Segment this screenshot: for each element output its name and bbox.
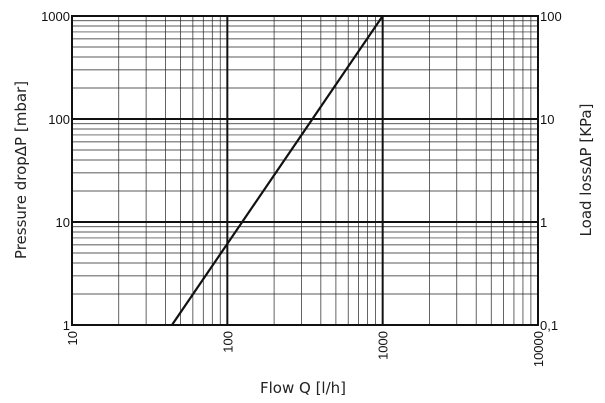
- x-tick-label: 1000: [376, 331, 391, 360]
- y-tick-labels: 1 10 100 1000: [41, 9, 70, 333]
- x-tick-label: 100: [220, 331, 235, 353]
- y-tick-label: 1000: [41, 9, 70, 24]
- y2-tick-label: 10: [540, 112, 554, 127]
- plot-frame: [71, 15, 539, 326]
- y2-tick-label: 0,1: [540, 318, 558, 333]
- major-grid: [71, 15, 539, 326]
- y2-tick-label: 100: [540, 9, 562, 24]
- minor-grid: [72, 16, 538, 325]
- y-tick-label: 10: [56, 215, 70, 230]
- series-layer: [171, 15, 384, 326]
- y-axis-title: Pressure dropΔP [mbar]: [12, 81, 30, 259]
- y2-axis-title: Load lossΔP [KPa]: [577, 104, 595, 237]
- x-tick-labels: 10 100 1000 10000: [65, 331, 546, 367]
- x-axis-title: Flow Q [l/h]: [260, 379, 346, 397]
- series-line: [171, 15, 384, 326]
- x-tick-label: 10000: [531, 331, 546, 367]
- y-tick-label: 1: [63, 318, 70, 333]
- y2-tick-label: 1: [540, 215, 547, 230]
- y-tick-label: 100: [48, 112, 70, 127]
- x-tick-label: 10: [65, 331, 80, 345]
- y2-tick-labels: 0,1 1 10 100: [540, 9, 562, 333]
